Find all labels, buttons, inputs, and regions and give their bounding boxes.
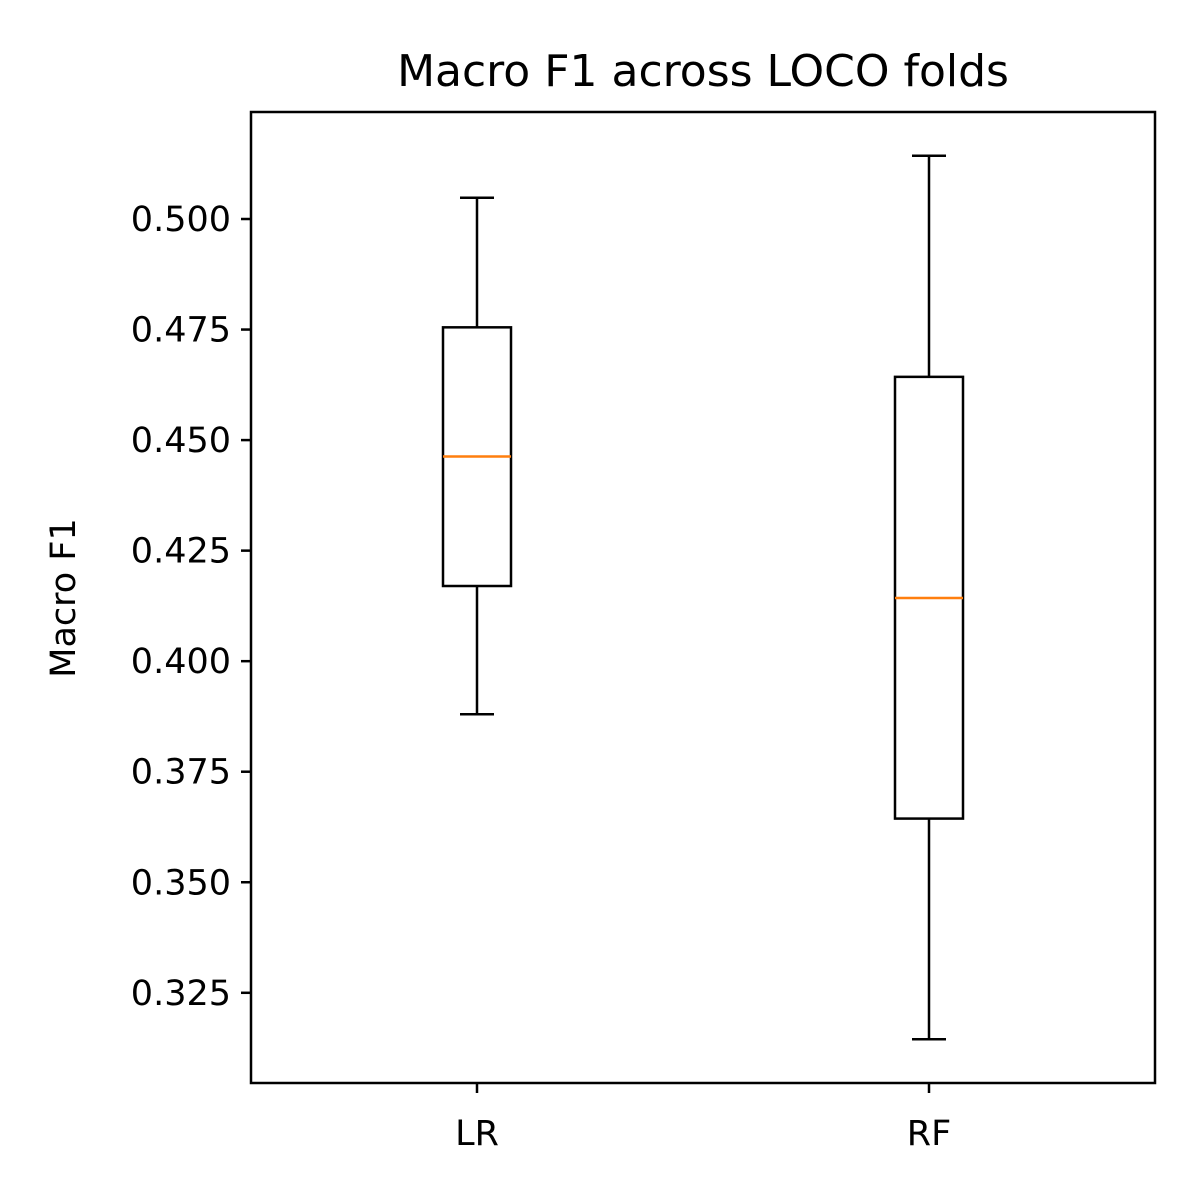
y-tick-label: 0.325 — [131, 974, 231, 1014]
y-tick-label: 0.375 — [131, 753, 231, 793]
plot-area-frame — [249, 110, 1157, 1085]
y-tick-label: 0.450 — [131, 421, 231, 461]
chart-title: Macro F1 across LOCO folds — [397, 46, 1009, 97]
y-axis-label: Macro F1 — [44, 518, 84, 677]
y-tick-label: 0.475 — [131, 311, 231, 351]
y-tick-label: 0.400 — [131, 642, 231, 682]
boxes — [441, 154, 965, 1041]
axis-ticks: 0.325 0.350 0.375 0.400 0.425 0.450 0.475 0.500… — [131, 200, 951, 1154]
x-tick-label: LR — [455, 1114, 499, 1154]
y-tick-label: 0.425 — [131, 532, 231, 572]
y-tick-label: 0.500 — [131, 200, 231, 240]
y-tick-label: 0.350 — [131, 863, 231, 903]
box-lr — [441, 196, 513, 716]
x-tick-label: RF — [907, 1114, 951, 1154]
box-rf — [893, 154, 965, 1041]
